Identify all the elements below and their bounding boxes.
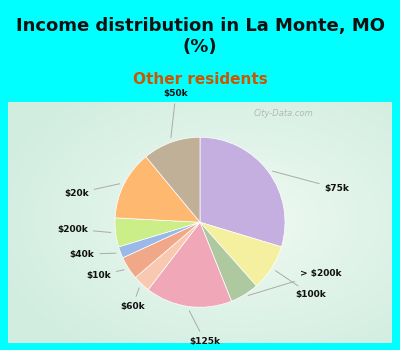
Text: $200k: $200k [57, 224, 111, 233]
Wedge shape [146, 137, 200, 222]
Wedge shape [148, 222, 232, 307]
Text: $75k: $75k [272, 171, 350, 193]
Text: $100k: $100k [276, 271, 326, 299]
Wedge shape [200, 137, 285, 247]
Text: $50k: $50k [164, 89, 188, 138]
Text: Income distribution in La Monte, MO
(%): Income distribution in La Monte, MO (%) [16, 17, 384, 56]
Wedge shape [136, 222, 200, 289]
Wedge shape [123, 222, 200, 278]
Text: $125k: $125k [189, 311, 220, 345]
Text: $10k: $10k [86, 270, 124, 280]
Text: > $200k: > $200k [248, 269, 342, 295]
Wedge shape [200, 222, 281, 286]
Text: City-Data.com: City-Data.com [254, 109, 314, 118]
Text: $60k: $60k [120, 288, 145, 311]
Wedge shape [115, 157, 200, 222]
Text: Other residents: Other residents [133, 72, 267, 87]
Wedge shape [200, 222, 256, 301]
Wedge shape [119, 222, 200, 258]
Text: $20k: $20k [64, 184, 120, 198]
Wedge shape [115, 218, 200, 247]
Text: $40k: $40k [70, 250, 116, 259]
